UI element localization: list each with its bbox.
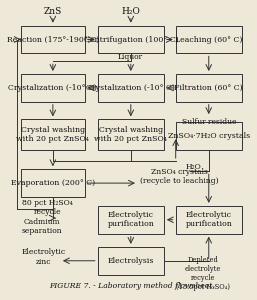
Text: Evaporation (200° C): Evaporation (200° C) bbox=[11, 179, 95, 187]
FancyBboxPatch shape bbox=[176, 74, 242, 102]
FancyBboxPatch shape bbox=[176, 122, 242, 150]
Text: Cadmium
separation: Cadmium separation bbox=[22, 218, 62, 235]
FancyBboxPatch shape bbox=[21, 169, 85, 197]
Text: ZnSO₄·7H₂O crystals: ZnSO₄·7H₂O crystals bbox=[168, 132, 250, 140]
FancyBboxPatch shape bbox=[176, 206, 242, 234]
FancyBboxPatch shape bbox=[98, 119, 164, 150]
FancyBboxPatch shape bbox=[21, 26, 85, 53]
FancyBboxPatch shape bbox=[98, 26, 164, 53]
Text: Crystal washing
with 20 pct ZnSO₄: Crystal washing with 20 pct ZnSO₄ bbox=[94, 126, 167, 143]
Text: H₂O: H₂O bbox=[186, 163, 201, 171]
FancyBboxPatch shape bbox=[98, 74, 164, 102]
Text: ZnSO₄ crystals
(recycle to leaching): ZnSO₄ crystals (recycle to leaching) bbox=[140, 168, 219, 185]
Text: Electrolytic
purification: Electrolytic purification bbox=[185, 211, 232, 228]
Text: Electrolytic
zinc: Electrolytic zinc bbox=[22, 248, 66, 266]
Text: Crystal washing
with 20 pct ZnSO₄: Crystal washing with 20 pct ZnSO₄ bbox=[16, 126, 89, 143]
Text: Depleted
electrolyte
recycle
(13.5pct H₂SO₄): Depleted electrolyte recycle (13.5pct H₂… bbox=[176, 256, 230, 291]
Text: Crystalization (-10° C): Crystalization (-10° C) bbox=[8, 84, 97, 92]
FancyBboxPatch shape bbox=[21, 119, 85, 150]
Text: Filtration (60° C): Filtration (60° C) bbox=[175, 84, 243, 92]
FancyBboxPatch shape bbox=[176, 26, 242, 53]
Text: Centrifugation (100° C): Centrifugation (100° C) bbox=[84, 35, 178, 44]
Text: Electrolysis: Electrolysis bbox=[108, 257, 154, 265]
FancyBboxPatch shape bbox=[98, 247, 164, 275]
Text: FIGURE 7. - Laboratory method flowsheet.: FIGURE 7. - Laboratory method flowsheet. bbox=[49, 282, 215, 290]
Text: Sulfur residue: Sulfur residue bbox=[182, 118, 236, 126]
Text: Crystalization (-10° C): Crystalization (-10° C) bbox=[86, 84, 175, 92]
FancyBboxPatch shape bbox=[21, 74, 85, 102]
Text: 80 pct H₂SO₄
recycle: 80 pct H₂SO₄ recycle bbox=[22, 199, 72, 216]
Text: Electrolytic
purification: Electrolytic purification bbox=[107, 211, 154, 228]
FancyBboxPatch shape bbox=[98, 206, 164, 234]
Text: Leaching (60° C): Leaching (60° C) bbox=[175, 35, 242, 44]
Text: Liquor: Liquor bbox=[118, 53, 143, 62]
Text: Reaction (175°-190° C): Reaction (175°-190° C) bbox=[7, 35, 99, 44]
Text: H₂O: H₂O bbox=[121, 7, 140, 16]
Text: ZnS: ZnS bbox=[44, 7, 62, 16]
